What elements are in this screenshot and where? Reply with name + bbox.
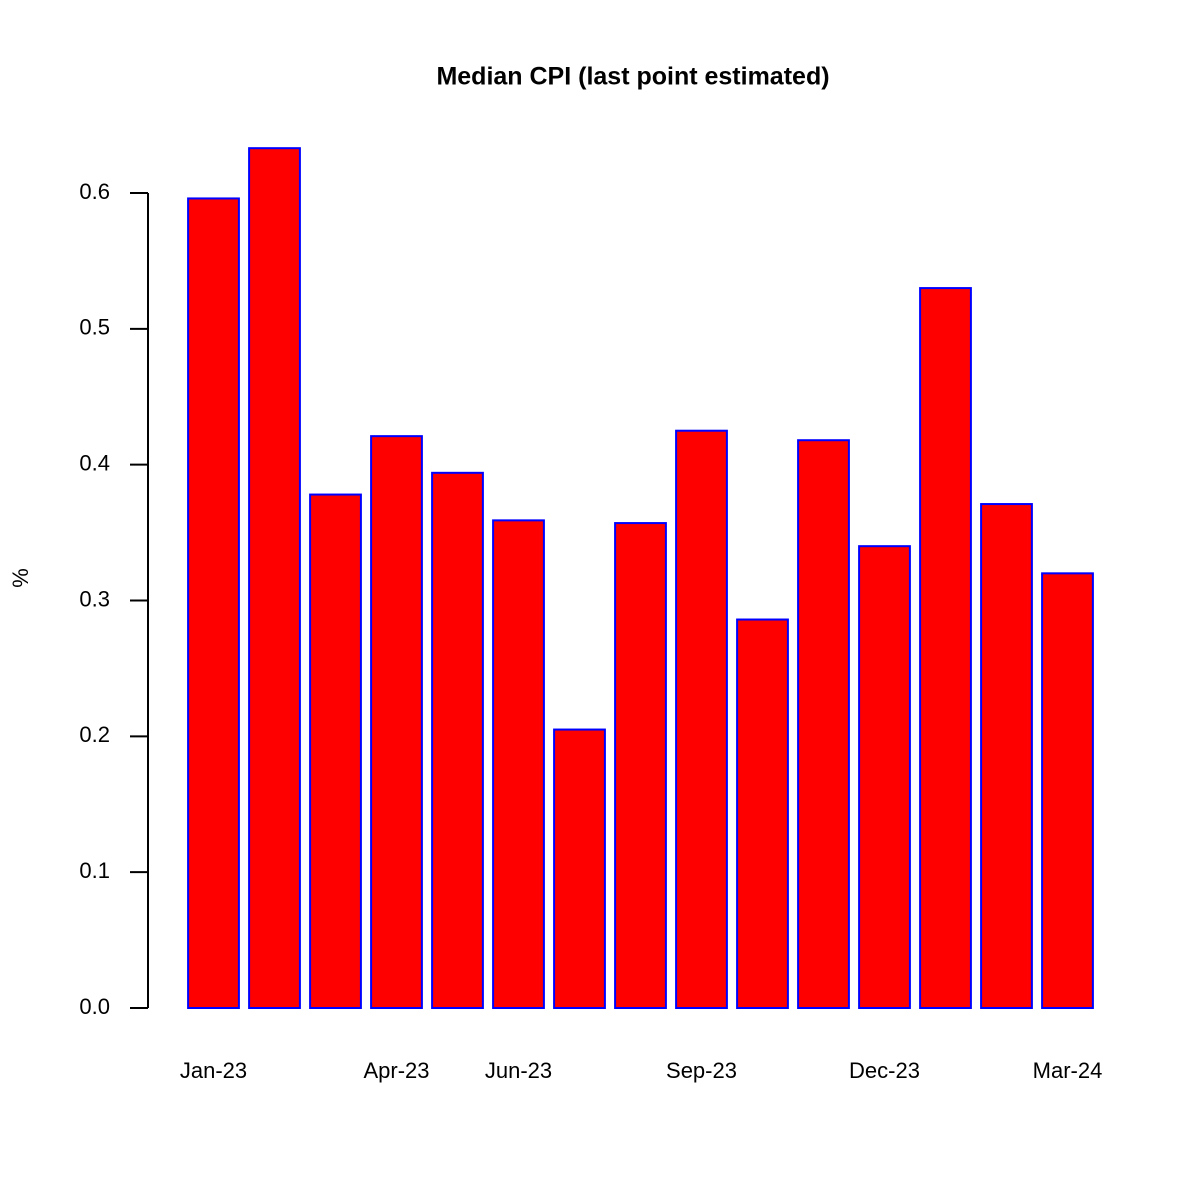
bar <box>492 519 545 1009</box>
bar <box>980 503 1033 1009</box>
y-tick-label: 0.4 <box>79 450 110 475</box>
bar <box>919 287 972 1010</box>
bar <box>736 618 789 1009</box>
x-tick-label: Sep-23 <box>666 1058 737 1083</box>
bar <box>675 429 728 1010</box>
y-tick-label: 0.0 <box>79 994 110 1019</box>
bar <box>248 147 301 1010</box>
y-tick-label: 0.5 <box>79 315 110 340</box>
bar <box>1041 572 1094 1009</box>
bar <box>187 197 240 1009</box>
x-tick-label: Jun-23 <box>485 1058 552 1083</box>
y-tick-label: 0.6 <box>79 179 110 204</box>
bar <box>370 435 423 1009</box>
bar <box>858 545 911 1010</box>
y-tick-label: 0.2 <box>79 722 110 747</box>
bar <box>614 522 667 1009</box>
y-tick-label: 0.3 <box>79 586 110 611</box>
x-tick-label: Apr-23 <box>363 1058 429 1083</box>
x-tick-label: Jan-23 <box>180 1058 247 1083</box>
x-tick-label: Dec-23 <box>849 1058 920 1083</box>
y-axis-label: % <box>8 568 33 588</box>
bar <box>553 728 606 1010</box>
bar <box>309 493 362 1009</box>
chart-title: Median CPI (last point estimated) <box>436 63 829 91</box>
bar <box>431 471 484 1010</box>
bar <box>797 439 850 1009</box>
y-tick-label: 0.1 <box>79 858 110 883</box>
x-tick-label: Mar-24 <box>1033 1058 1103 1083</box>
